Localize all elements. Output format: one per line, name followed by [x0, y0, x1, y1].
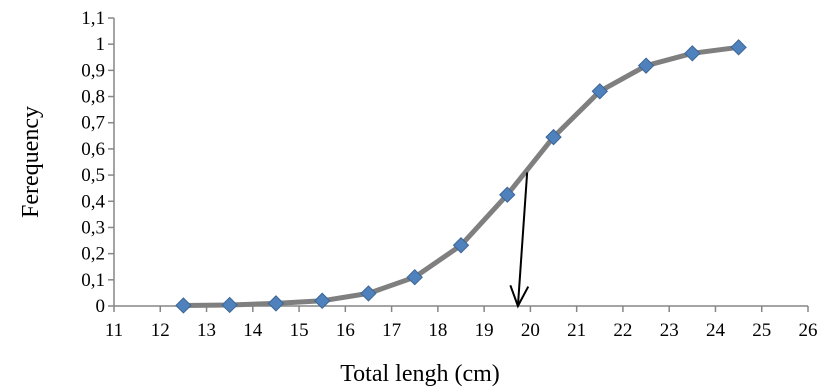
y-tick-label: 0,3	[81, 217, 105, 238]
data-point-marker	[267, 295, 285, 312]
y-tick-label: 0,2	[81, 244, 105, 265]
x-tick-label: 22	[613, 320, 632, 341]
x-axis-title: Total lengh (cm)	[340, 361, 500, 387]
data-point-marker	[684, 45, 701, 62]
data-point-marker	[545, 128, 562, 146]
y-tick-label: 0,1	[81, 270, 105, 291]
y-tick-label: 1	[96, 34, 106, 55]
x-axis-ticks: 11 12 13 14 15 16 17 18 19 20 21 22 23 24 25 26	[105, 306, 818, 341]
x-tick-label: 19	[475, 320, 494, 341]
x-tick-label: 20	[521, 320, 540, 341]
data-point-marker	[591, 83, 609, 100]
x-tick-label: 21	[567, 320, 586, 341]
x-tick-label: 24	[706, 320, 726, 341]
data-point-marker	[175, 297, 192, 314]
x-tick-label: 15	[290, 320, 309, 341]
data-point-marker	[452, 237, 470, 254]
data-point-marker	[499, 186, 516, 203]
x-tick-label: 18	[428, 320, 447, 341]
data-point-marker	[730, 39, 747, 56]
data-point-marker	[313, 292, 331, 309]
x-tick-label: 26	[799, 320, 818, 341]
axes	[113, 18, 808, 307]
x-tick-label: 25	[752, 320, 771, 341]
x-tick-label: 13	[197, 320, 216, 341]
y-tick-label: 0,7	[81, 113, 105, 134]
y-tick-label: 0,9	[81, 60, 105, 81]
data-point-marker	[360, 285, 377, 302]
x-tick-label: 11	[105, 320, 123, 341]
series	[175, 39, 747, 314]
x-tick-label: 17	[382, 320, 401, 341]
y-tick-label: 0,6	[81, 139, 105, 160]
y-tick-label: 0	[96, 296, 106, 317]
data-point-marker	[406, 268, 423, 286]
x-tick-label: 12	[151, 320, 170, 341]
y-axis-title: Ferequency	[18, 106, 44, 218]
arrow-shaft	[516, 172, 529, 307]
y-tick-label: 0,5	[81, 165, 105, 186]
arrow-head	[509, 284, 530, 309]
data-point-marker	[637, 57, 655, 74]
y-tick-label: 0,8	[81, 87, 105, 108]
y-tick-label: 0,4	[81, 191, 105, 212]
y-axis-ticks: 0 0,1 0,2 0,3 0,4 0,5 0,6 0,7 0,8 0,9 1 1,1	[81, 8, 114, 317]
x-tick-label: 14	[243, 320, 263, 341]
x-tick-label: 16	[336, 320, 355, 341]
series-line	[180, 44, 742, 308]
x-tick-label: 23	[660, 320, 679, 341]
annotations	[509, 172, 530, 309]
data-point-marker	[221, 296, 238, 314]
y-tick-label: 1,1	[81, 8, 105, 29]
